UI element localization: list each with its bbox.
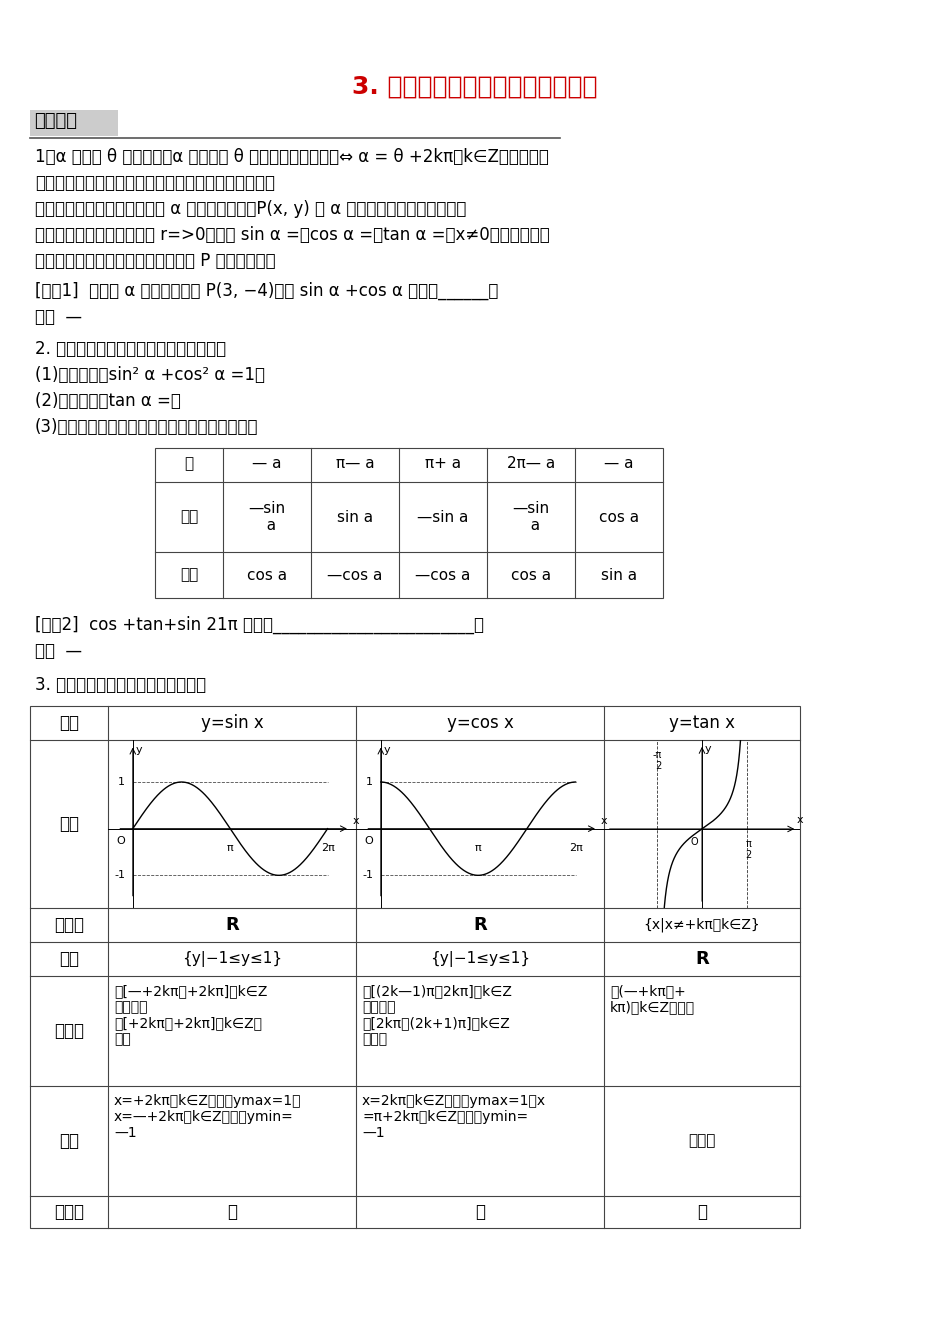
Text: {x|x≠+kπ，k∈Z}: {x|x≠+kπ，k∈Z} [644, 918, 760, 933]
Text: y=cos x: y=cos x [446, 714, 513, 732]
Text: y=sin x: y=sin x [200, 714, 263, 732]
Text: R: R [695, 950, 709, 968]
Text: 2. 同角三角函数的基本关系式及诱导公式: 2. 同角三角函数的基本关系式及诱导公式 [35, 340, 226, 358]
Text: 单调性: 单调性 [54, 1021, 84, 1040]
Text: 值只与角的大小有关，而与终边上点 P 的位置无关．: 值只与角的大小有关，而与终边上点 P 的位置无关． [35, 253, 276, 270]
Text: —cos a: —cos a [328, 567, 383, 582]
Text: (3)诱导公式记忆口诀：奇变偶不变、符号看象限: (3)诱导公式记忆口诀：奇变偶不变、符号看象限 [35, 418, 258, 435]
Text: 奇: 奇 [697, 1203, 707, 1220]
Text: 角: 角 [184, 457, 194, 472]
Text: 奇: 奇 [227, 1203, 237, 1220]
Text: R: R [225, 917, 238, 934]
Text: x=2kπ（k∈Z）时，ymax=1；x
=π+2kπ（k∈Z）时，ymin=
—1: x=2kπ（k∈Z）时，ymax=1；x =π+2kπ（k∈Z）时，ymin= … [362, 1094, 546, 1141]
Text: 1．α 终边与 θ 终边相同（α 的终边在 θ 终边所在的射线上）⇔ α = θ +2kπ（k∈Z），注意：: 1．α 终边与 θ 终边相同（α 的终边在 θ 终边所在的射线上）⇔ α = θ… [35, 148, 549, 167]
Text: 偶: 偶 [475, 1203, 485, 1220]
Text: π+ a: π+ a [425, 457, 461, 472]
Text: [问题1]  已知角 α 的终边经过点 P(3, −4)，则 sin α +cos α 的值为______．: [问题1] 已知角 α 的终边经过点 P(3, −4)，则 sin α +cos… [35, 282, 499, 300]
Text: 图象: 图象 [59, 814, 79, 833]
Text: —sin
  a: —sin a [512, 501, 549, 534]
Text: 奇偶性: 奇偶性 [54, 1203, 84, 1220]
Text: 定义域: 定义域 [54, 917, 84, 934]
Text: — a: — a [253, 457, 282, 472]
Text: y=tan x: y=tan x [669, 714, 735, 732]
Text: {y|−1≤y≤1}: {y|−1≤y≤1} [182, 952, 282, 966]
Text: x=+2kπ（k∈Z）时，ymax=1；
x=—+2kπ（k∈Z）时，ymin=
—1: x=+2kπ（k∈Z）时，ymax=1； x=—+2kπ（k∈Z）时，ymin=… [114, 1094, 301, 1141]
Text: 余弦: 余弦 [180, 567, 199, 582]
Text: 2π— a: 2π— a [507, 457, 555, 472]
Text: sin a: sin a [337, 509, 373, 524]
Text: R: R [473, 917, 486, 934]
Text: —sin
  a: —sin a [249, 501, 286, 534]
Bar [30, 706, 800, 1228]
Text: 在[(2k—1)π，2kπ]，k∈Z
上递增；
在[2kπ，(2k+1)π]，k∈Z
上递减: 在[(2k—1)π，2kπ]，k∈Z 上递增； 在[2kπ，(2k+1)π]，k… [362, 984, 512, 1047]
Text: cos a: cos a [247, 567, 287, 582]
Text: [问题2]  cos +tan+sin 21π 的值为________________________．: [问题2] cos +tan+sin 21π 的值为______________… [35, 616, 484, 634]
Text: 相等的角的终边一定相同，终边相同的角不一定相等．: 相等的角的终边一定相同，终边相同的角不一定相等． [35, 173, 275, 192]
Text: (2)商数关系：tan α =．: (2)商数关系：tan α =． [35, 392, 180, 410]
Text: 在[—+2kπ，+2kπ]，k∈Z
上递增；
在[+2kπ，+2kπ]，k∈Z上
递减: 在[—+2kπ，+2kπ]，k∈Z 上递增； 在[+2kπ，+2kπ]，k∈Z上… [114, 984, 267, 1047]
Text: —cos a: —cos a [415, 567, 470, 582]
Text: — a: — a [604, 457, 634, 472]
Text: —sin a: —sin a [417, 509, 468, 524]
Bar [30, 110, 118, 136]
Text: cos a: cos a [598, 509, 639, 524]
Text: 要点回扣: 要点回扣 [34, 112, 77, 130]
Text: (1)平方关系：sin² α +cos² α =1．: (1)平方关系：sin² α +cos² α =1． [35, 366, 265, 384]
Text: 最值: 最值 [59, 1132, 79, 1150]
Text: 函数: 函数 [59, 714, 79, 732]
Text: 原点），它与原点的距离是 r=>0，那么 sin α =，cos α =，tan α =（x≠0），三角函数: 原点），它与原点的距离是 r=>0，那么 sin α =，cos α =，tan… [35, 226, 550, 245]
Text: 3. 三角函数、解三角形、平面向量: 3. 三角函数、解三角形、平面向量 [352, 75, 598, 99]
Text: 无最值: 无最值 [689, 1133, 715, 1149]
Text: 3. 正弦、余弦和正切函数的常用性质: 3. 正弦、余弦和正切函数的常用性质 [35, 676, 206, 694]
Text: cos a: cos a [511, 567, 551, 582]
Text: 正弦: 正弦 [180, 509, 199, 524]
Text: 答案  —: 答案 — [35, 308, 82, 327]
Text: sin a: sin a [601, 567, 637, 582]
Text: 答案  —: 答案 — [35, 642, 82, 660]
Text: 在(—+kπ，+
kπ)，k∈Z上递增: 在(—+kπ，+ kπ)，k∈Z上递增 [610, 984, 695, 1015]
Text: π— a: π— a [335, 457, 374, 472]
Text: {y|−1≤y≤1}: {y|−1≤y≤1} [430, 952, 530, 966]
Text: 任意角的三角函数的定义：设 α 是任意一个角，P(x, y) 是 α 的终边上的任意一点（异于: 任意角的三角函数的定义：设 α 是任意一个角，P(x, y) 是 α 的终边上的… [35, 200, 466, 218]
Text: 值域: 值域 [59, 950, 79, 968]
Bar [155, 448, 663, 598]
